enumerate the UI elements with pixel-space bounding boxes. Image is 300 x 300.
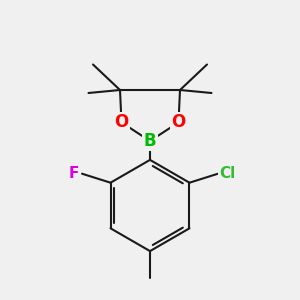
Text: O: O — [171, 113, 186, 131]
Text: F: F — [68, 166, 79, 181]
Text: O: O — [114, 113, 129, 131]
Text: B: B — [144, 132, 156, 150]
Text: Cl: Cl — [220, 166, 236, 181]
